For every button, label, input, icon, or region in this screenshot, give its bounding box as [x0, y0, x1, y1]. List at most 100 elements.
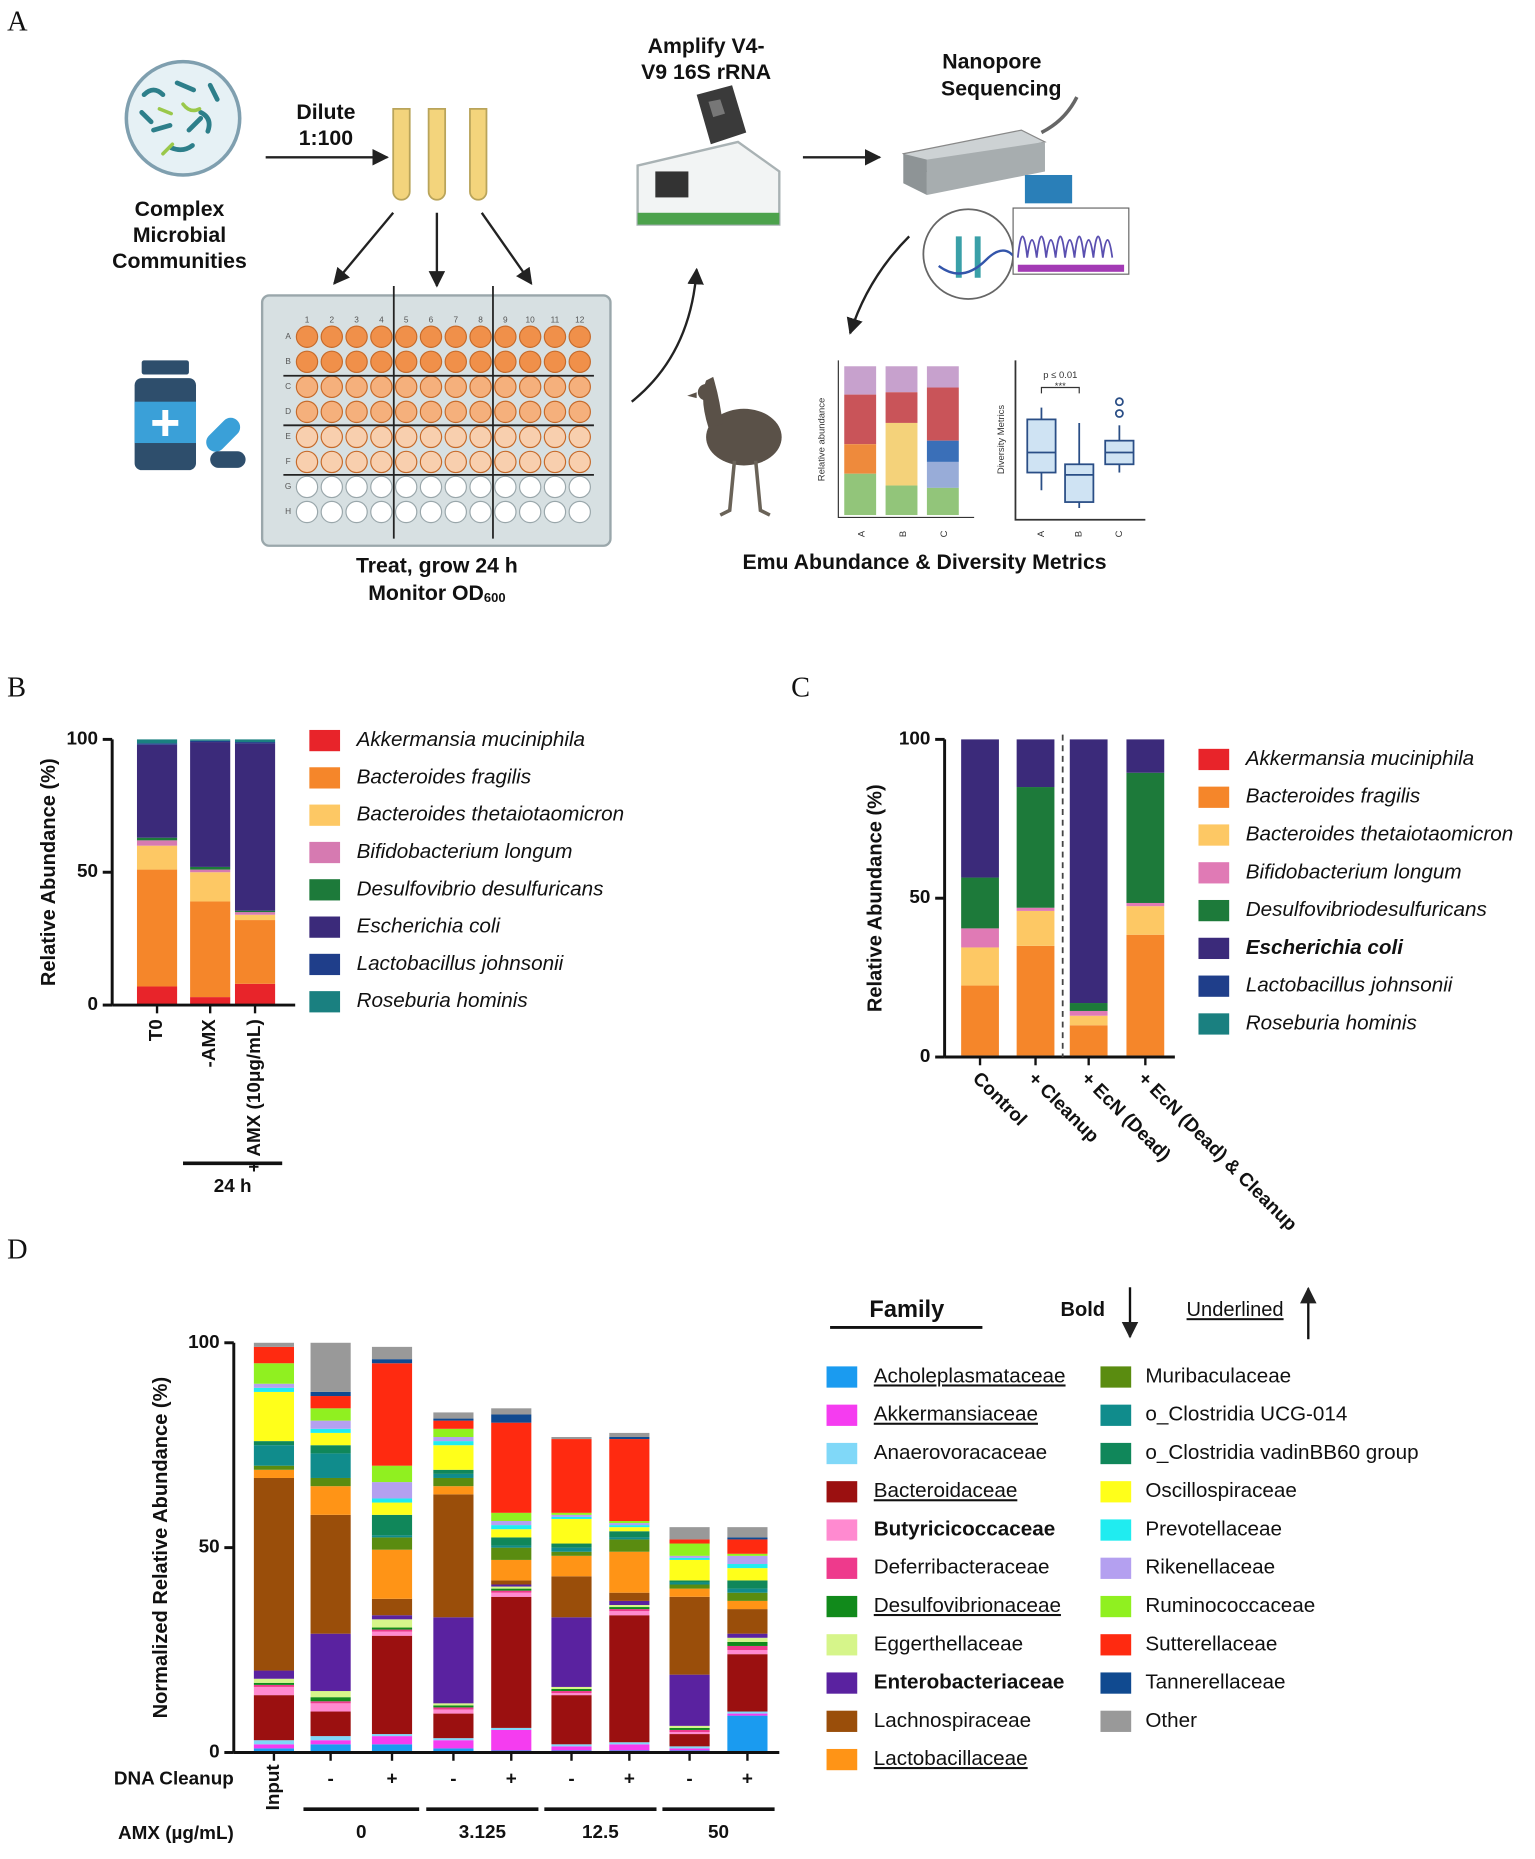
group-label: 12.5 [582, 1822, 619, 1843]
well [394, 325, 418, 348]
bar-segment [669, 1584, 710, 1589]
bar-segment [253, 1740, 295, 1745]
legend-label: Bacteroides fragilis [1246, 785, 1421, 808]
plate-column-label: 12 [575, 315, 585, 324]
well [494, 325, 517, 348]
bar-segment [727, 1600, 768, 1610]
diagram-text: Dilute [296, 100, 355, 124]
bar-segment [961, 877, 999, 929]
bar-segment [609, 1521, 650, 1524]
bar-segment [371, 1744, 413, 1753]
well [295, 475, 319, 499]
legend-swatch [826, 1710, 858, 1732]
bar-segment [491, 1584, 532, 1587]
well [444, 400, 467, 424]
legend-swatch [1198, 862, 1230, 884]
well [419, 400, 443, 424]
bar-segment [669, 1588, 710, 1597]
legend-label: Lachnospiraceae [874, 1709, 1031, 1732]
bar-segment [234, 983, 276, 1006]
bar-segment [669, 1746, 710, 1749]
well [494, 500, 517, 524]
well [295, 400, 319, 424]
bar-segment [371, 1502, 413, 1515]
bar-segment [1069, 739, 1108, 1004]
plate-column-label: 3 [354, 315, 359, 324]
well [568, 375, 591, 399]
legend-swatch [1100, 1595, 1132, 1618]
bar-segment [253, 1441, 295, 1446]
legend-swatch [309, 953, 341, 976]
bar-segment [371, 1514, 413, 1536]
bar-segment [551, 1693, 592, 1696]
bar-segment [234, 912, 276, 915]
legend-swatch [826, 1481, 858, 1503]
bar-segment [371, 1482, 413, 1499]
legend-swatch [1100, 1519, 1132, 1541]
bar-segment [310, 1428, 351, 1433]
well [394, 350, 418, 374]
well [419, 375, 443, 399]
bar-segment [371, 1346, 413, 1360]
panel-label: D [7, 1234, 27, 1265]
bar-segment [371, 1736, 413, 1745]
well [370, 400, 393, 424]
bar-segment [609, 1742, 650, 1745]
legend-label: Deferribacteraceae [874, 1556, 1050, 1579]
well [469, 375, 492, 399]
bar-segment [1016, 787, 1055, 908]
y-tick-label: 50 [909, 887, 930, 908]
bar-segment [727, 1713, 768, 1716]
bar-segment [190, 869, 231, 873]
bar-segment [136, 743, 178, 745]
bar-segment [253, 1383, 295, 1388]
panel-label: A [7, 6, 28, 37]
legend-label: Roseburia hominis [1246, 1011, 1417, 1034]
bar-segment [609, 1744, 650, 1751]
plate-row-label: A [285, 332, 291, 341]
legend-label: Anaerovoracaceae [874, 1441, 1047, 1464]
plate-column-label: 9 [503, 315, 508, 324]
legend-label: Bifidobacterium longum [1246, 860, 1462, 883]
legend-label: Escherichia coli [1246, 936, 1405, 959]
bar-segment [961, 947, 999, 986]
diagram-text: *** [1055, 381, 1066, 392]
bar-segment [310, 1633, 351, 1692]
bar-segment [1126, 739, 1165, 773]
bar-segment [727, 1553, 768, 1556]
y-tick-label: 100 [899, 728, 931, 749]
bar-segment [1069, 1003, 1108, 1011]
well [494, 375, 517, 399]
well [419, 350, 443, 374]
bar-segment [669, 1732, 710, 1735]
diagram-text: Monitor OD [368, 581, 484, 605]
bar-segment [727, 1527, 768, 1538]
well [295, 325, 319, 348]
bar-segment [609, 1531, 650, 1538]
bar-segment [433, 1428, 474, 1438]
well [370, 475, 393, 499]
bar-segment [433, 1713, 474, 1739]
bar-segment [234, 742, 276, 744]
nanopore-device [901, 96, 1130, 300]
legend-label: Rikenellaceae [1145, 1556, 1275, 1579]
bar-segment [1126, 902, 1165, 907]
legend-swatch [826, 1442, 858, 1465]
bar-segment [371, 1549, 413, 1599]
legend-swatch [309, 991, 341, 1013]
legend-label: Acholeplasmataceae [874, 1364, 1066, 1387]
well [518, 325, 542, 348]
bar-segment [433, 1494, 474, 1618]
legend-swatch [1100, 1442, 1132, 1465]
well [394, 500, 418, 524]
bar-segment [253, 1695, 295, 1741]
well [394, 475, 418, 499]
bar-segment [491, 1580, 532, 1585]
well [295, 450, 319, 474]
well [345, 375, 368, 399]
well [320, 350, 344, 374]
bar-segment [491, 1414, 532, 1423]
bar-segment [1069, 1010, 1108, 1016]
bar-segment [491, 1559, 532, 1581]
well [494, 400, 517, 424]
